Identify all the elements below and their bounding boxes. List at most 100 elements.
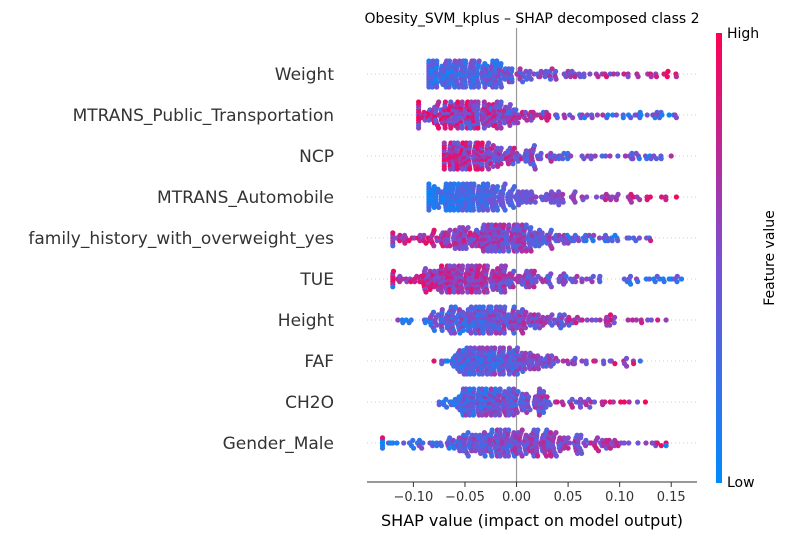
shap-point [523,309,529,315]
shap-point [540,389,547,395]
shap-point [481,222,487,228]
shap-point [476,289,482,295]
shap-point [565,361,572,367]
shap-point [467,166,473,172]
shap-point [668,153,674,159]
shap-point [517,66,523,72]
shap-point [431,358,437,364]
shap-point [655,317,661,323]
shap-points [379,58,685,459]
shap-point [475,140,481,146]
shap-point [542,74,548,80]
shap-point [511,184,517,190]
shap-point [510,161,516,167]
shap-point [492,345,498,351]
shap-point [488,330,494,336]
shap-point [471,58,477,64]
shap-point [498,84,504,90]
shap-point [615,153,621,159]
shap-point [628,199,635,205]
shap-point [465,430,471,436]
shap-point [555,358,561,364]
shap-point [583,361,589,367]
shap-point [548,284,555,290]
shap-point [492,412,498,418]
shap-point [460,327,466,333]
shap-point [446,84,452,90]
shap-point [560,199,566,205]
shap-point [472,448,478,454]
shap-point [555,238,562,244]
shap-point [412,279,418,285]
shap-point [600,112,606,118]
shap-point [452,245,458,251]
shap-point [615,238,621,244]
shap-point [522,366,528,372]
shap-point [673,115,680,121]
shap-point [416,99,422,105]
shap-point [674,273,680,279]
shap-point [581,156,587,162]
shap-point [480,304,486,310]
x-tick-label: 0.00 [502,490,531,505]
shap-point [659,194,665,200]
shap-point [426,181,432,187]
shap-point [402,240,408,246]
shap-point [467,386,473,392]
shap-point [537,386,543,392]
shap-point [549,353,555,359]
shap-point [590,238,596,244]
shap-point [532,199,538,205]
shap-point [507,102,513,108]
shap-point [431,243,437,249]
shap-point [456,181,462,187]
shap-point [434,84,440,90]
shap-point [390,440,396,446]
shap-point [485,181,491,187]
shap-point [439,263,445,269]
shap-point [494,58,500,64]
shap-point [452,227,458,233]
shap-point [498,161,504,167]
shap-point [539,230,545,236]
shap-point [643,440,649,446]
shap-point [628,115,634,121]
shap-point [528,248,534,254]
shap-point [531,143,538,149]
shap-point [479,371,485,377]
shap-point [610,399,616,405]
shap-point [447,289,453,295]
shap-point [488,304,494,310]
shap-point [663,317,669,323]
feature-label: FAF [304,352,334,372]
shap-point [390,243,396,249]
shap-point [436,402,442,408]
shap-point [588,156,594,162]
shap-point [573,279,579,285]
shap-point [538,156,544,162]
shap-point [584,112,590,118]
shap-point [465,453,471,459]
shap-point [475,84,482,90]
shap-point [573,320,579,326]
shap-point [480,207,486,213]
shap-point [506,248,512,254]
shap-point [597,273,603,279]
shap-point [544,427,550,433]
shap-point [579,317,585,323]
shap-point [484,263,490,269]
shap-point [556,202,562,208]
x-tick-label: −0.05 [445,490,485,505]
shap-point [431,284,437,290]
shap-point [486,140,492,146]
shap-point [515,222,521,228]
shap-point [635,440,641,446]
shap-point [543,404,549,410]
shap-point [565,445,571,451]
shap-point [455,207,461,213]
shap-point [431,184,437,190]
shap-point [483,386,489,392]
shap-point [502,389,508,395]
shap-point [565,435,571,441]
shap-point [451,181,457,187]
